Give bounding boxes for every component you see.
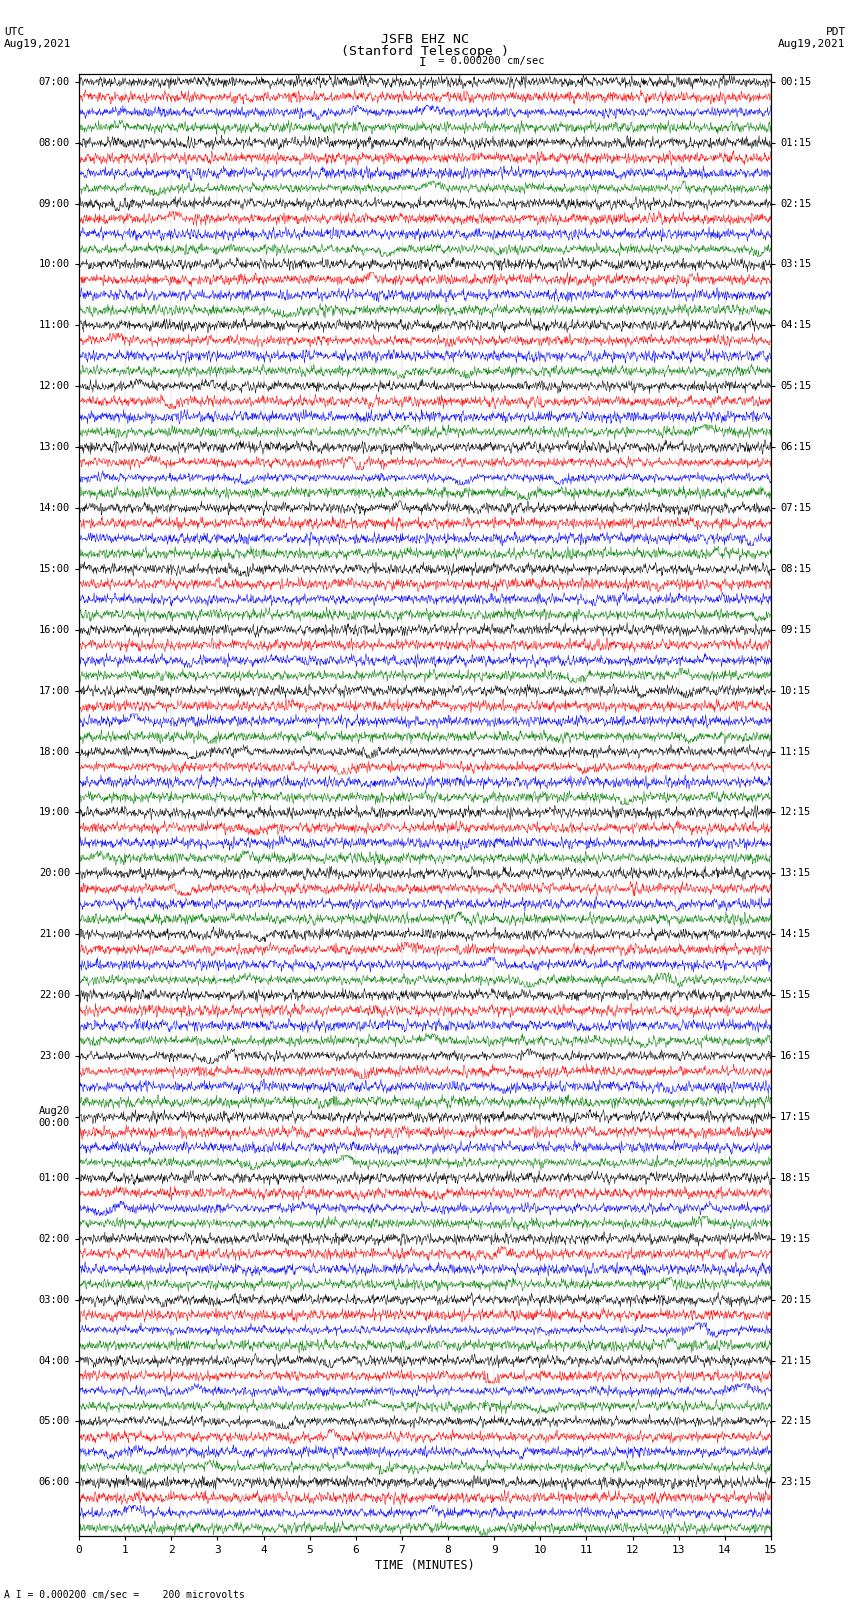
Text: PDT: PDT	[825, 27, 846, 37]
Text: Aug19,2021: Aug19,2021	[4, 39, 71, 48]
Text: JSFB EHZ NC: JSFB EHZ NC	[381, 32, 469, 47]
Text: A I = 0.000200 cm/sec =    200 microvolts: A I = 0.000200 cm/sec = 200 microvolts	[4, 1590, 245, 1600]
Text: = 0.000200 cm/sec: = 0.000200 cm/sec	[432, 56, 544, 66]
Text: (Stanford Telescope ): (Stanford Telescope )	[341, 45, 509, 58]
X-axis label: TIME (MINUTES): TIME (MINUTES)	[375, 1558, 475, 1571]
Text: I: I	[419, 56, 426, 69]
Text: Aug19,2021: Aug19,2021	[779, 39, 846, 48]
Text: UTC: UTC	[4, 27, 25, 37]
